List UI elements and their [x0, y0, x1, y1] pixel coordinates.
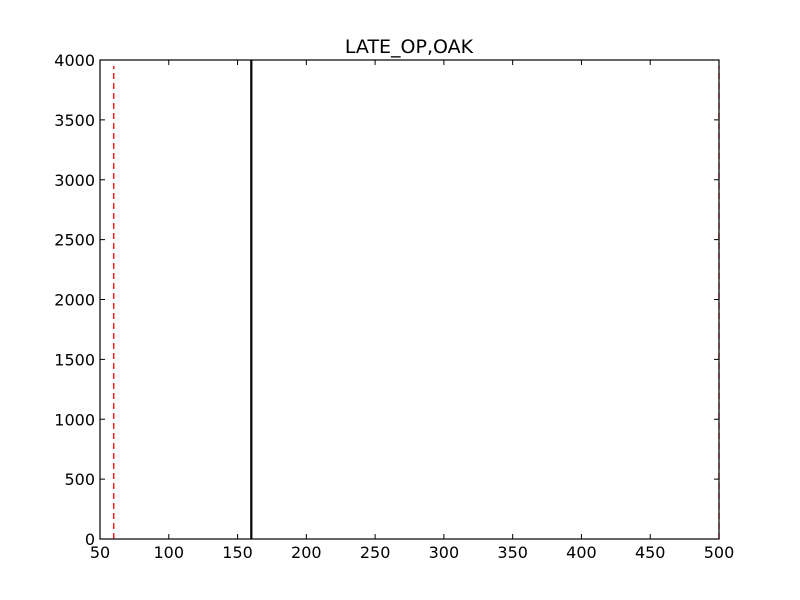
x-tick-label: 150	[222, 543, 253, 562]
y-tick-label: 4000	[54, 51, 95, 70]
x-tick-label: 350	[497, 543, 528, 562]
y-tick-label: 0	[85, 530, 95, 549]
y-tick-label: 1500	[54, 350, 95, 369]
x-tick-label: 300	[429, 543, 460, 562]
x-tick-label: 400	[566, 543, 597, 562]
x-tick-label: 500	[704, 543, 735, 562]
y-tick-label: 2500	[54, 231, 95, 250]
x-tick-label: 100	[154, 543, 185, 562]
y-axis: 0 500 1000 1500 2000 2500 3000 3500 4000	[54, 51, 719, 549]
x-tick-label: 50	[90, 543, 110, 562]
x-tick-label: 450	[635, 543, 666, 562]
chart-marks	[113, 60, 720, 539]
y-tick-label: 500	[64, 470, 95, 489]
y-tick-label: 3500	[54, 111, 95, 130]
plot-frame	[99, 59, 720, 540]
y-tick-label: 3000	[54, 171, 95, 190]
x-axis: 50 100 150 200 250 300 350 400 450 500	[90, 60, 734, 562]
x-tick-label: 200	[291, 543, 322, 562]
y-tick-label: 2000	[54, 291, 95, 310]
y-tick-label: 1000	[54, 410, 95, 429]
chart-title: LATE_OP,OAK	[345, 36, 474, 58]
x-tick-label: 250	[360, 543, 391, 562]
